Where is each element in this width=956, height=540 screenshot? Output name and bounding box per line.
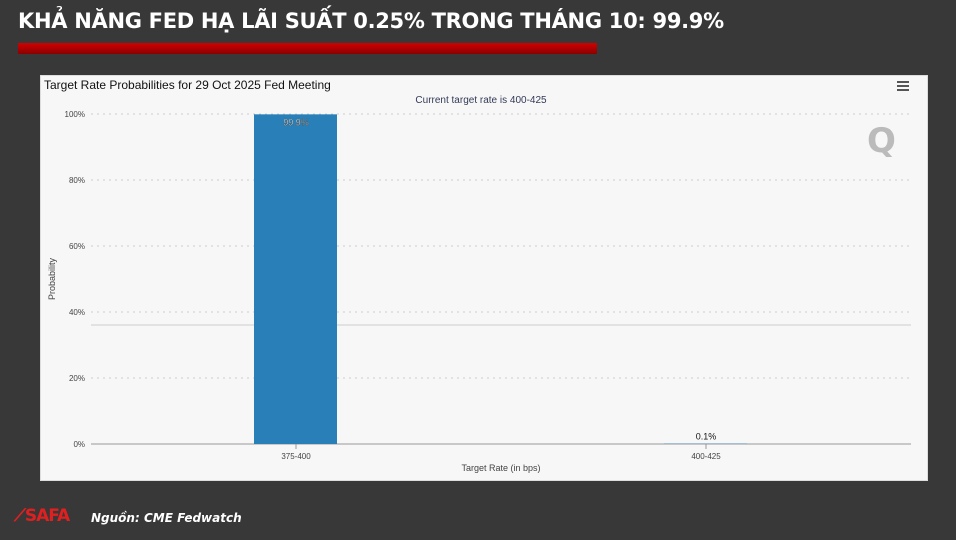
- chart-panel: Target Rate Probabilities for 29 Oct 202…: [40, 75, 928, 481]
- x-tick-label: 400-425: [691, 452, 721, 461]
- data-label: 0.1%: [696, 432, 717, 442]
- chart-title: Target Rate Probabilities for 29 Oct 202…: [44, 78, 331, 92]
- y-tick-label: 40%: [69, 308, 85, 317]
- chart-subtitle: Current target rate is 400-425: [415, 95, 547, 106]
- safa-logo: ⟋SAFA: [14, 506, 70, 526]
- y-tick-label: 60%: [69, 242, 85, 251]
- x-tick-label: 375-400: [281, 452, 311, 461]
- y-tick-label: 20%: [69, 374, 85, 383]
- y-tick-label: 100%: [65, 110, 85, 119]
- y-tick-label: 80%: [69, 176, 85, 185]
- watermark-q-icon: Q: [867, 121, 896, 161]
- title-underline: [18, 43, 597, 54]
- chart-svg: 0% 20% 40% 60% 80% 100% 99.9% 375-400 0.1% 400-42…: [47, 110, 911, 473]
- source-text: Nguồn: CME Fedwatch: [91, 511, 242, 525]
- hamburger-menu-icon[interactable]: [897, 81, 909, 93]
- headline: KHẢ NĂNG FED HẠ LÃI SUẤT 0.25% TRONG THÁ…: [18, 9, 724, 33]
- x-axis-title: Target Rate (in bps): [461, 463, 540, 473]
- y-axis-title: Probability: [47, 257, 57, 300]
- data-label: 99.9%: [283, 117, 309, 127]
- bar: [254, 114, 337, 444]
- y-tick-label: 0%: [73, 440, 85, 449]
